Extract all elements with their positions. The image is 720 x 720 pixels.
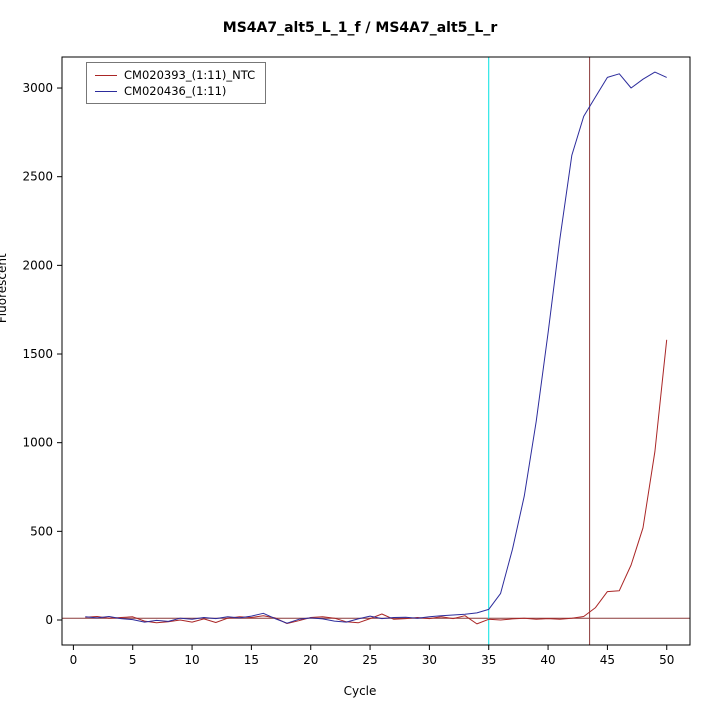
y-tick-label: 0 (45, 613, 53, 627)
legend: CM020393_(1:11)_NTC CM020436_(1:11) (86, 62, 267, 104)
legend-label: CM020393_(1:11)_NTC (124, 68, 256, 82)
series-line-ntc-red (85, 339, 668, 625)
x-tick-label: 50 (659, 653, 674, 667)
x-tick-label: 30 (422, 653, 437, 667)
y-tick-label: 2000 (22, 258, 53, 272)
legend-entry: CM020436_(1:11) (95, 83, 255, 99)
y-tick-label: 500 (30, 524, 53, 538)
legend-line-sample (95, 74, 117, 76)
chart-title: MS4A7_alt5_L_1_f / MS4A7_alt5_L_r (222, 20, 498, 36)
x-tick-label: 45 (600, 653, 615, 667)
x-tick-label: 25 (362, 653, 377, 667)
x-tick-label: 40 (540, 653, 555, 667)
x-tick-label: 0 (70, 653, 78, 667)
y-tick-label: 3000 (22, 81, 53, 95)
legend-label: CM020436_(1:11) (124, 84, 227, 98)
x-tick-label: 20 (303, 653, 318, 667)
y-tick-label: 1000 (22, 436, 53, 450)
x-axis-label: Cycle (343, 684, 377, 698)
y-tick-label: 1500 (22, 347, 53, 361)
y-tick-label: 2500 (22, 170, 53, 184)
x-tick-label: 5 (129, 653, 137, 667)
x-tick-label: 15 (244, 653, 259, 667)
x-tick-label: 35 (481, 653, 496, 667)
legend-entry: CM020393_(1:11)_NTC (95, 67, 255, 83)
plot-box (61, 56, 691, 646)
series-line-sample-blue (85, 71, 667, 624)
legend-line-sample (95, 90, 117, 92)
x-tick-label: 10 (184, 653, 199, 667)
